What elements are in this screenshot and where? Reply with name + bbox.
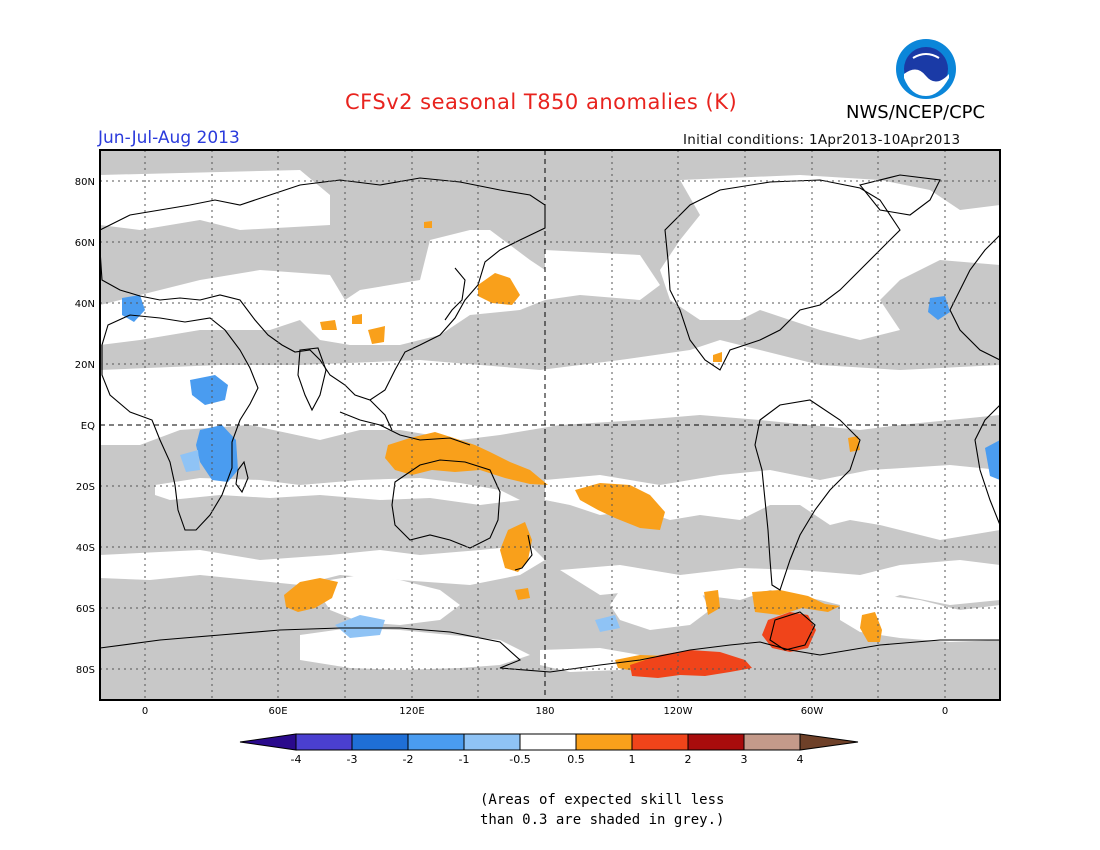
lon-label: 180 — [535, 706, 554, 717]
lat-label: 20N — [75, 360, 95, 371]
lat-label: 40S — [76, 543, 95, 554]
legend-label: -4 — [291, 753, 302, 766]
legend-bin — [799, 733, 859, 751]
forecast-period: Jun-Jul-Aug 2013 — [98, 128, 240, 148]
legend-bin — [407, 733, 465, 751]
legend-label: 2 — [685, 753, 692, 766]
lon-label: 0 — [142, 706, 148, 717]
legend-bin — [463, 733, 521, 751]
lon-label: 120W — [664, 706, 693, 717]
legend-bin — [575, 733, 633, 751]
warm-anomaly-regions — [284, 221, 882, 672]
map-field — [100, 150, 1000, 700]
legend-bin — [351, 733, 409, 751]
legend-label: 1 — [629, 753, 636, 766]
lon-label: 60E — [268, 706, 287, 717]
lat-lon-grid — [100, 150, 1000, 700]
lat-label: 80S — [76, 665, 95, 676]
lat-label: 20S — [76, 482, 95, 493]
legend-label: -1 — [459, 753, 470, 766]
legend-label: -2 — [403, 753, 414, 766]
lat-axis: 80N 60N 40N 20N EQ 20S 40S 60S 80S — [75, 177, 95, 676]
strong-warm-anomaly-regions — [630, 612, 816, 678]
legend-bin — [743, 733, 801, 751]
cold-anomaly-regions — [122, 295, 1000, 482]
initial-conditions: Initial conditions: 1Apr2013-10Apr2013 — [683, 132, 961, 148]
lon-label: 120E — [399, 706, 424, 717]
equator-dateline — [100, 150, 1000, 700]
legend-label: 0.5 — [567, 753, 585, 766]
legend-bin — [239, 733, 297, 751]
lon-label: 0 — [942, 706, 948, 717]
legend-bin — [687, 733, 745, 751]
lat-label: 60S — [76, 604, 95, 615]
footnote-line-2: than 0.3 are shaded in grey.) — [480, 812, 725, 828]
legend-labels: -4 -3 -2 -1 -0.5 0.5 1 2 3 4 — [291, 753, 804, 766]
lat-label: 60N — [75, 238, 95, 249]
organization-label: NWS/NCEP/CPC — [846, 102, 986, 123]
legend-bin — [519, 733, 577, 751]
map-frame — [99, 149, 1001, 701]
lat-label: 80N — [75, 177, 95, 188]
legend-label: 4 — [797, 753, 804, 766]
legend-label: -0.5 — [509, 753, 530, 766]
legend-label: -3 — [347, 753, 358, 766]
noaa-logo-icon — [896, 39, 956, 99]
footnote-line-1: (Areas of expected skill less — [480, 792, 725, 808]
legend-label: 3 — [741, 753, 748, 766]
weak-cold-anomaly-regions — [180, 450, 620, 638]
legend-bin — [295, 733, 353, 751]
map-title: CFSv2 seasonal T850 anomalies (K) — [345, 90, 738, 114]
lon-axis: 0 60E 120E 180 120W 60W 0 — [142, 706, 948, 717]
lat-label: EQ — [81, 421, 95, 432]
lon-label: 60W — [801, 706, 824, 717]
legend-bin — [631, 733, 689, 751]
color-legend — [239, 733, 859, 751]
lat-label: 40N — [75, 299, 95, 310]
